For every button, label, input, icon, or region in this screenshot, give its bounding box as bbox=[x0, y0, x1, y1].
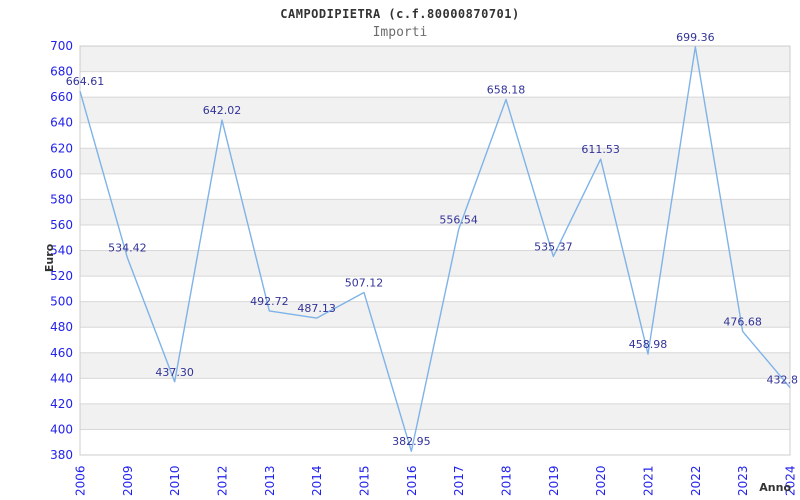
x-tick-label: 2019 bbox=[547, 465, 561, 496]
x-tick-label: 2015 bbox=[358, 465, 372, 496]
y-tick-label: 380 bbox=[50, 448, 73, 462]
y-tick-label: 700 bbox=[50, 39, 73, 53]
y-tick-label: 560 bbox=[50, 218, 73, 232]
y-tick-label: 460 bbox=[50, 346, 73, 360]
y-tick-label: 520 bbox=[50, 269, 73, 283]
x-tick-label: 2006 bbox=[74, 465, 88, 496]
y-tick-label: 440 bbox=[50, 371, 73, 385]
y-tick-label: 580 bbox=[50, 192, 73, 206]
y-tick-label: 420 bbox=[50, 397, 73, 411]
x-tick-label: 2023 bbox=[736, 465, 750, 496]
x-tick-label: 2009 bbox=[121, 465, 135, 496]
y-tick-label: 680 bbox=[50, 65, 73, 79]
data-point-label: 699.36 bbox=[676, 31, 715, 44]
chart-title: CAMPODIPIETRA (c.f.80000870701) bbox=[280, 7, 520, 21]
data-point-label: 664.61 bbox=[66, 75, 105, 88]
data-point-label: 611.53 bbox=[581, 143, 620, 156]
x-tick-label: 2010 bbox=[168, 465, 182, 496]
y-tick-label: 660 bbox=[50, 90, 73, 104]
plot-band bbox=[80, 403, 790, 430]
x-tick-label: 2014 bbox=[310, 465, 324, 496]
data-point-label: 492.72 bbox=[250, 295, 289, 308]
x-tick-label: 2020 bbox=[594, 465, 608, 496]
x-tick-label: 2021 bbox=[642, 465, 656, 496]
data-point-label: 437.30 bbox=[155, 366, 194, 379]
data-point-label: 534.42 bbox=[108, 242, 147, 255]
y-tick-label: 600 bbox=[50, 167, 73, 181]
x-tick-label: 2018 bbox=[500, 465, 514, 496]
plot-border bbox=[79, 45, 791, 456]
data-point-label: 487.13 bbox=[297, 302, 336, 315]
y-tick-label: 640 bbox=[50, 116, 73, 130]
plot-band bbox=[80, 301, 790, 328]
plot-band bbox=[80, 97, 790, 123]
plot-band bbox=[80, 352, 790, 379]
data-point-label: 476.68 bbox=[723, 315, 762, 328]
data-point-label: 642.02 bbox=[203, 104, 242, 117]
x-tick-label: 2024 bbox=[784, 465, 798, 496]
data-point-label: 432.8 bbox=[767, 374, 799, 387]
y-axis-title: Euro bbox=[43, 243, 56, 272]
x-tick-label: 2012 bbox=[216, 465, 230, 496]
x-tick-label: 2016 bbox=[405, 465, 419, 496]
x-tick-label: 2017 bbox=[452, 465, 466, 496]
chart-subtitle: Importi bbox=[372, 25, 428, 40]
x-tick-label: 2013 bbox=[263, 465, 277, 496]
y-tick-label: 400 bbox=[50, 422, 73, 436]
series-line bbox=[79, 46, 791, 452]
data-point-label: 556.54 bbox=[439, 213, 478, 226]
data-point-label: 382.95 bbox=[392, 435, 431, 448]
data-point-label: 458.98 bbox=[629, 338, 668, 351]
x-tick-label: 2022 bbox=[689, 465, 703, 496]
plot-band bbox=[80, 148, 790, 174]
data-point-label: 507.12 bbox=[345, 277, 384, 290]
y-tick-label: 480 bbox=[50, 320, 73, 334]
data-point-label: 658.18 bbox=[487, 83, 526, 96]
y-tick-label: 540 bbox=[50, 244, 73, 258]
y-tick-label: 620 bbox=[50, 141, 73, 155]
plot-band bbox=[80, 199, 790, 225]
x-axis-title: Anno bbox=[759, 481, 791, 494]
plot-band bbox=[80, 250, 790, 277]
data-point-label: 535.37 bbox=[534, 240, 573, 253]
plot-band bbox=[80, 46, 790, 72]
y-tick-label: 500 bbox=[50, 295, 73, 309]
